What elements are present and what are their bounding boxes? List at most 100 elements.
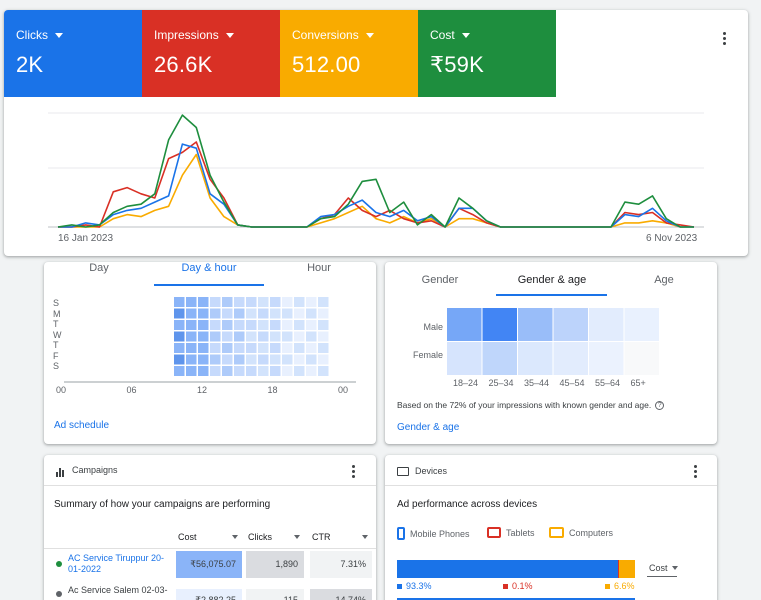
heatmap-cell [518, 342, 553, 375]
heatmap-cell [306, 320, 317, 330]
day-label: M [53, 308, 61, 319]
computer-icon [549, 527, 564, 538]
age-label: 18–24 [453, 378, 479, 388]
metric-value: 26.6K [154, 52, 213, 77]
heatmap-cell [246, 308, 257, 319]
ctr-cell: 7.31% [310, 551, 372, 578]
heatmap-cell [210, 343, 221, 353]
table-row[interactable]: AC Service Tiruppur 20-01-2022 ₹56,075.0… [44, 549, 376, 579]
heatmap-cell [447, 308, 482, 341]
hour-label: 18 [267, 385, 278, 395]
metric-tab-clicks[interactable]: Clicks 2K [4, 10, 142, 97]
gender-label: Male [423, 322, 443, 332]
gender-age-link[interactable]: Gender & age [397, 422, 460, 433]
heatmap-cell [222, 297, 233, 307]
more-options-icon[interactable] [345, 463, 361, 479]
metric-value: 512.00 [292, 52, 361, 77]
sort-icon [232, 535, 238, 539]
heatmap-cell [553, 308, 588, 341]
heatmap-cell [294, 366, 305, 376]
heatmap-cell [210, 331, 221, 342]
ad-schedule-link[interactable]: Ad schedule [54, 420, 110, 431]
heatmap-cell [258, 320, 269, 330]
heatmap-cell [258, 331, 269, 342]
tab-gender-and-age[interactable]: Gender & age [517, 274, 587, 286]
more-options-icon[interactable] [687, 463, 703, 479]
heatmap-cell [270, 366, 281, 376]
demographics-tabs: Gender Gender & age Age [385, 262, 717, 296]
campaign-name-link[interactable]: Ac Service Salem 02-03- [68, 585, 168, 595]
hour-label: 12 [197, 385, 208, 395]
heatmap-cell [282, 343, 293, 353]
tab-gender[interactable]: Gender [421, 274, 459, 286]
header-divider [385, 485, 717, 486]
heatmap-cell [234, 354, 245, 365]
heatmap-cell [210, 366, 221, 376]
metric-tab-impressions[interactable]: Impressions 26.6K [142, 10, 280, 97]
tab-hour[interactable]: Hour [307, 262, 331, 274]
column-header-cost[interactable]: Cost [176, 527, 242, 547]
age-label: 45–54 [559, 378, 585, 388]
legend-computers: Computers [549, 527, 613, 538]
gender-label: Female [412, 350, 443, 360]
bar-chart-icon [56, 468, 66, 477]
heatmap-cell [198, 354, 209, 365]
heatmap-cell [198, 320, 209, 330]
tab-age[interactable]: Age [654, 274, 674, 286]
help-icon[interactable]: ? [655, 400, 665, 410]
heatmap-cell [234, 320, 245, 330]
heatmap-cell [624, 342, 659, 375]
heatmap-cell [282, 320, 293, 330]
table-header-divider [44, 548, 376, 549]
heatmap-cell [198, 343, 209, 353]
heatmap-cell [174, 354, 185, 365]
metric-tab-conversions[interactable]: Conversions 512.00 [280, 10, 418, 97]
tab-day-and-hour[interactable]: Day & hour [181, 262, 237, 274]
mobile-phone-icon [397, 527, 405, 540]
metric-value: ₹59K [430, 52, 484, 77]
metric-tabs: Clicks 2K Impressions 26.6K Conversions … [4, 10, 748, 97]
devices-subtitle: Ad performance across devices [397, 499, 538, 510]
heatmap-cell [234, 297, 245, 307]
heatmap-cell [282, 354, 293, 365]
heatmap-cell [318, 343, 329, 353]
heatmap-cell [270, 308, 281, 319]
schedule-tabs: Day Day & hour Hour [44, 262, 376, 292]
chart-gridlines [48, 112, 704, 228]
active-tab-indicator [154, 284, 264, 286]
x-axis-start-label: 16 Jan 2023 [58, 233, 114, 244]
heatmap-cell [294, 320, 305, 330]
performance-card: Clicks 2K Impressions 26.6K Conversions … [4, 10, 748, 256]
column-header-ctr[interactable]: CTR [310, 527, 372, 547]
heatmap-cell [246, 331, 257, 342]
heatmap-cell [222, 343, 233, 353]
heatmap-cell [222, 308, 233, 319]
metric-label: Conversions [292, 28, 359, 42]
gender-age-card: Gender Gender & age Age Male Female 18–24… [385, 262, 717, 444]
more-options-icon[interactable] [716, 30, 732, 46]
share-segment [619, 560, 635, 578]
metric-select[interactable]: Cost [649, 563, 678, 573]
x-axis-end-label: 6 Nov 2023 [646, 233, 698, 244]
age-label: 25–34 [488, 378, 514, 388]
select-underline [647, 576, 677, 577]
heatmap-cell [306, 331, 317, 342]
share-tablets: 0.1% [503, 581, 533, 591]
heatmap-cell [198, 366, 209, 376]
tab-day[interactable]: Day [89, 262, 109, 274]
column-header-clicks[interactable]: Clicks [246, 527, 304, 547]
metric-tab-cost[interactable]: Cost ₹59K [418, 10, 556, 97]
heatmap-cell [624, 308, 659, 341]
heatmap-cell [222, 320, 233, 330]
heatmap-cell [294, 308, 305, 319]
table-row[interactable]: Ac Service Salem 02-03- ₹2,882.25 115 14… [44, 581, 376, 600]
series-line-cost [57, 114, 694, 228]
heatmap-cell [246, 320, 257, 330]
gender-age-heatmap [447, 308, 659, 375]
cost-cell: ₹2,882.25 [176, 589, 242, 600]
heatmap-cell [294, 297, 305, 307]
heatmap-cell [186, 297, 197, 307]
campaign-name-link[interactable]: AC Service Tiruppur 20-01-2022 [68, 553, 165, 574]
age-label: 65+ [630, 378, 646, 388]
